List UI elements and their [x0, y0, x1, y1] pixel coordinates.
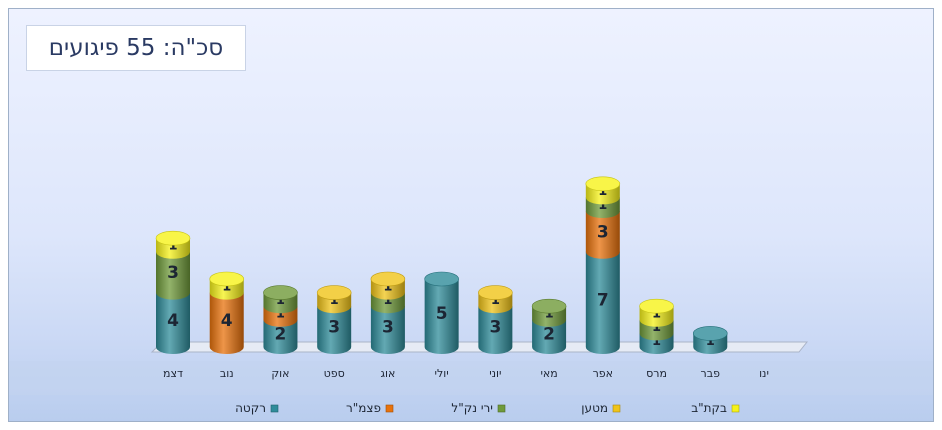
legend: רקטה פצמ"ר ירי נק"ל מטען בקת"ב: [235, 401, 740, 415]
bar-cap: [585, 176, 621, 192]
legend-swatch: [385, 404, 394, 413]
bar-דצמ: 4 3 1: [155, 230, 191, 354]
data-label: 1: [276, 307, 285, 322]
legend-label: מטען: [581, 401, 608, 415]
bar-נוב: 41: [209, 271, 245, 355]
data-label: 3: [597, 222, 609, 242]
bar-cap: [155, 230, 191, 246]
bar-segment-אוק-0: [263, 319, 298, 354]
x-tick-label: אוג: [380, 367, 395, 380]
data-label: 2: [543, 324, 555, 344]
data-label: 2: [275, 324, 287, 344]
data-label: 1: [383, 293, 392, 308]
legend-label: ירי נק"ל: [451, 401, 493, 415]
bar-segment-אוג-0: [370, 306, 405, 355]
data-label: 1: [168, 239, 177, 254]
legend-item: רקטה: [235, 401, 279, 415]
bar-segment-דצמ-0: [156, 292, 190, 354]
bar-מרס: 111: [639, 298, 674, 355]
legend-label: פצמ"ר: [346, 401, 381, 415]
data-label: 1: [545, 307, 554, 322]
bar-cap: [639, 298, 674, 314]
bar-segment-נוב-1: [209, 292, 244, 355]
data-label: 3: [328, 318, 340, 338]
data-label: 3: [382, 318, 394, 338]
bar-segment-מאי-0: [532, 319, 567, 355]
data-label: 1: [652, 320, 661, 335]
bar-segment-אפר-0: [585, 251, 620, 355]
bar-segment-אפר-1: [585, 211, 620, 259]
bar-cap: [316, 285, 352, 300]
total-count-label: סכ"ה: 55 פיגועים: [26, 25, 246, 71]
bar-יולי: 5: [424, 271, 459, 355]
legend-label: בקת"ב: [691, 401, 727, 415]
bar-segment-ספט-0: [317, 306, 352, 355]
x-tick-label: אוק: [271, 367, 289, 380]
x-tick-label: יולי: [435, 367, 449, 380]
data-label: 4: [221, 311, 233, 331]
data-label: 1: [222, 279, 231, 294]
bar-אוג: 3 11: [370, 271, 406, 355]
bar-cap: [692, 326, 728, 341]
bar-cap: [263, 285, 298, 300]
bar-פבר: 1: [692, 326, 728, 355]
data-label: 4: [167, 311, 179, 331]
x-axis-labels: ינו פבר מרס אפר מאי יוני יולי אוג ספט אוק נוב דצמ: [163, 367, 769, 380]
bar-cap: [478, 285, 513, 300]
data-label: 5: [436, 304, 448, 324]
data-label: 1: [276, 293, 285, 308]
legend-swatch: [731, 404, 740, 413]
bar-cap: [531, 298, 567, 314]
data-label: 1: [652, 307, 661, 322]
bar-cap: [370, 271, 406, 287]
data-label: 1: [383, 279, 392, 294]
x-tick-label: דצמ: [163, 367, 183, 380]
legend-item: בקת"ב: [691, 401, 740, 415]
data-label: 1: [706, 334, 715, 349]
x-tick-label: מאי: [540, 367, 557, 380]
legend-swatch: [612, 404, 621, 413]
bar-segment-דצמ-2: [156, 251, 190, 300]
bar-segment-יוני-0: [478, 306, 513, 355]
x-tick-label: יוני: [489, 367, 501, 380]
x-tick-label: ינו: [759, 367, 769, 380]
x-tick-label: נוב: [220, 367, 234, 380]
data-label: 3: [167, 263, 179, 283]
legend-swatch: [270, 404, 279, 413]
bar-אוק: 2 11: [263, 285, 298, 354]
bar-יוני: 31: [478, 285, 513, 355]
bar-מאי: 21: [531, 298, 567, 355]
bar-segment-יולי-0: [424, 279, 459, 355]
legend-item: פצמ"ר: [346, 401, 394, 415]
data-label: 1: [330, 293, 339, 308]
data-label: 1: [598, 184, 607, 199]
legend-item: ירי נק"ל: [451, 401, 506, 415]
data-label: 1: [491, 293, 500, 308]
data-label: 1: [598, 198, 607, 213]
legend-item: מטען: [581, 401, 621, 415]
data-label: 3: [489, 318, 501, 338]
x-tick-label: פבר: [701, 367, 721, 380]
data-label: 1: [652, 334, 661, 349]
legend-label: רקטה: [235, 401, 266, 415]
bar-cap: [424, 271, 459, 287]
bar-cap: [209, 271, 245, 287]
x-tick-label: אפר: [593, 367, 613, 380]
x-tick-label: מרס: [646, 367, 667, 380]
bar-אפר: 7 3 11: [585, 176, 621, 355]
data-label: 7: [597, 290, 609, 310]
axis-band: [9, 361, 933, 395]
x-tick-label: ספט: [324, 367, 345, 380]
legend-swatch: [497, 404, 506, 413]
bar-ספט: 31: [316, 285, 352, 355]
